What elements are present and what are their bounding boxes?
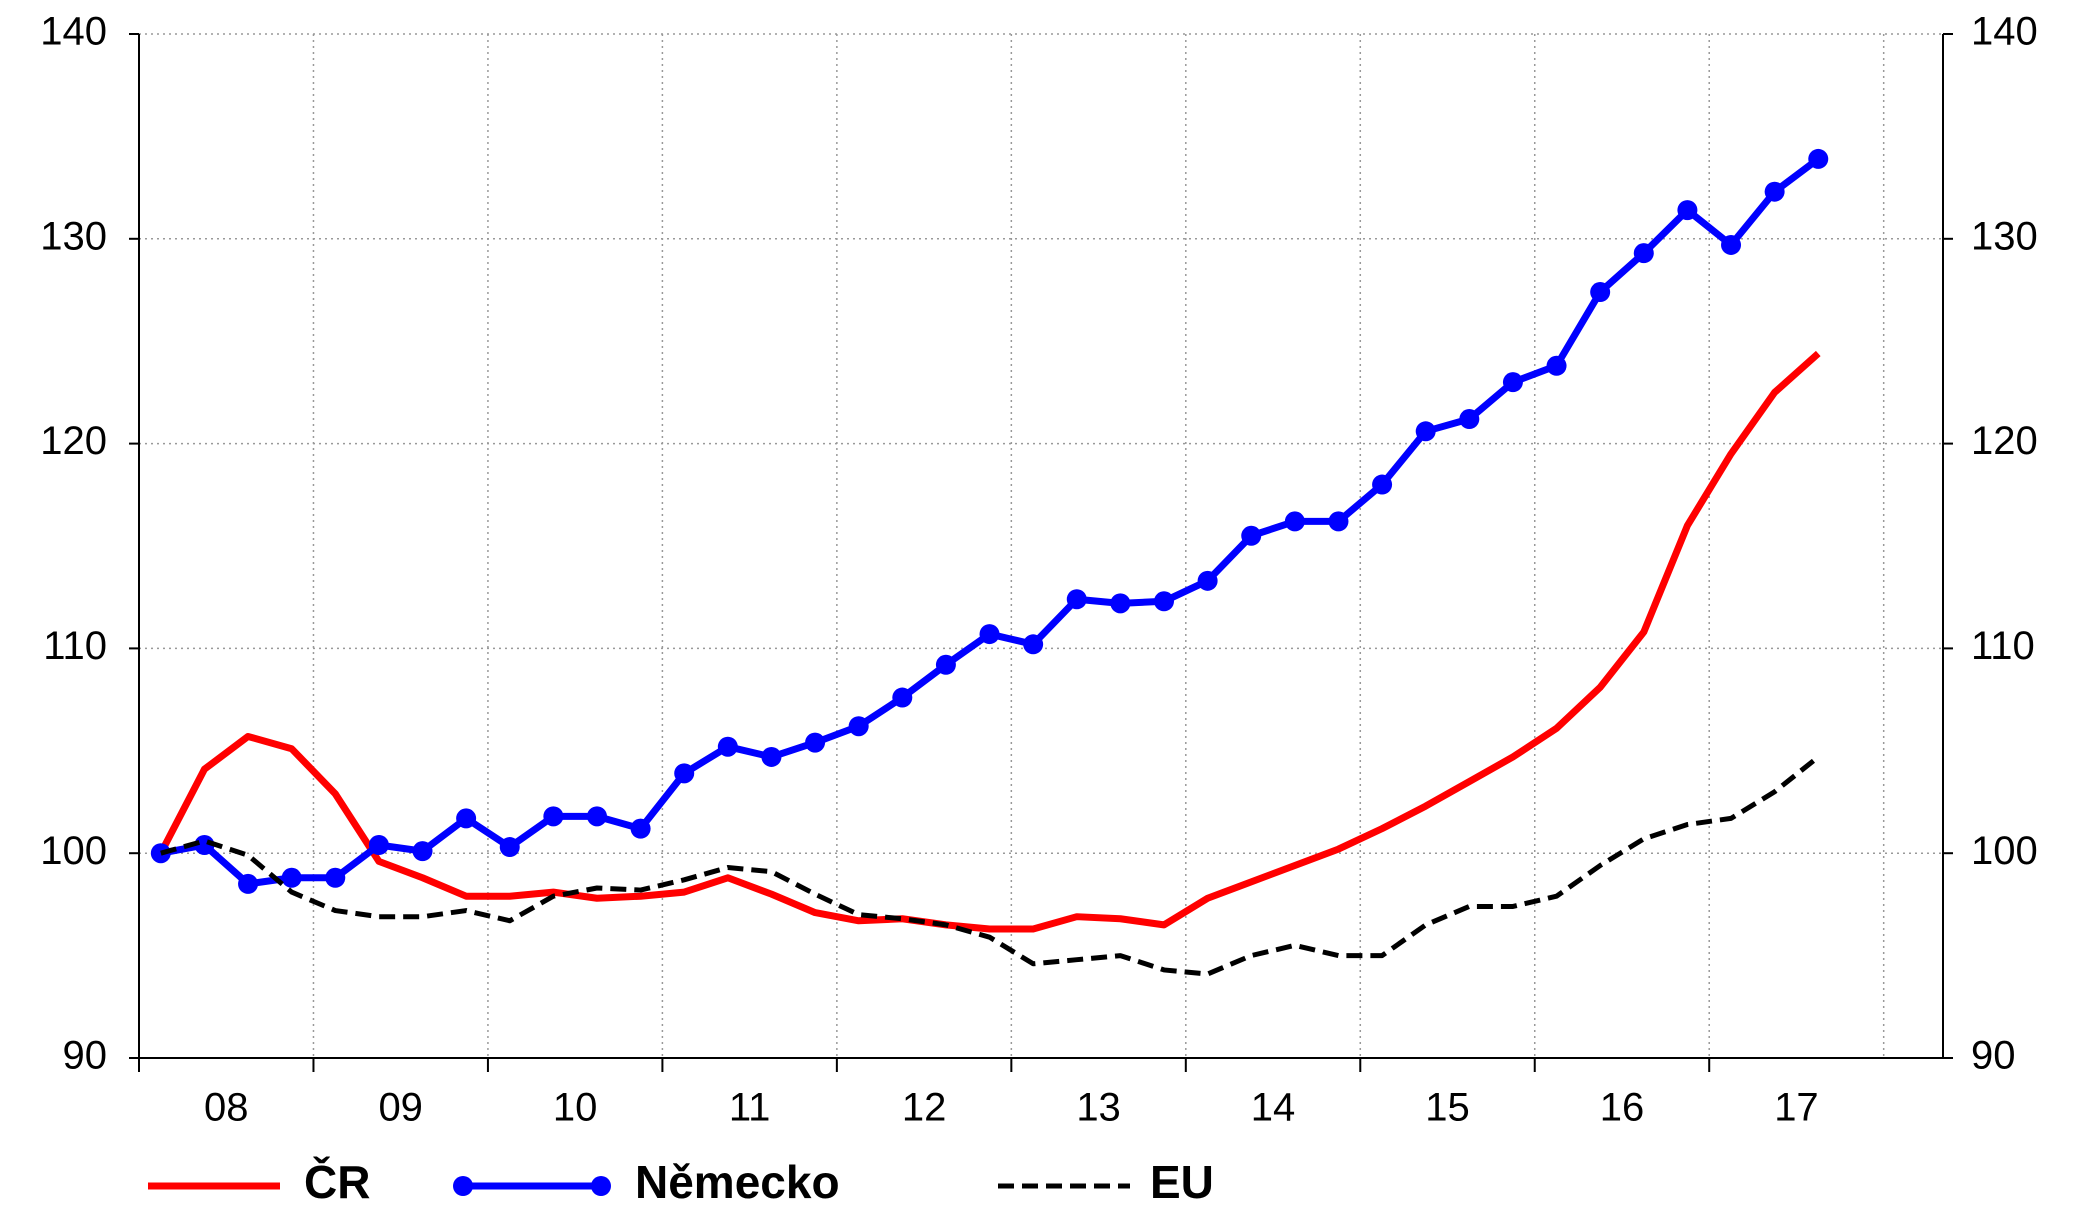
series-marker: [1415, 421, 1436, 442]
series-marker: [1328, 511, 1349, 532]
series-marker: [456, 808, 477, 829]
legend-label: EU: [1150, 1156, 1214, 1208]
series-marker: [630, 818, 651, 839]
x-tick-label: 10: [553, 1086, 598, 1130]
y-tick-label: 130: [40, 214, 107, 258]
series-marker: [761, 746, 782, 767]
series-marker: [238, 873, 259, 894]
series-line: [160, 754, 1820, 977]
series-marker: [1284, 511, 1305, 532]
series-marker: [1677, 200, 1698, 221]
series-marker: [805, 732, 826, 753]
series-marker: [892, 687, 913, 708]
series-marker: [1154, 591, 1174, 612]
y2-tick-label: 110: [1971, 624, 2035, 668]
y-tick-label: 120: [40, 419, 107, 463]
legend-marker: [453, 1176, 473, 1196]
series-marker: [1372, 474, 1393, 495]
series-marker: [1241, 525, 1262, 546]
series-marker: [543, 806, 564, 827]
series-marker: [979, 624, 1000, 645]
y-tick-label: 90: [63, 1034, 108, 1078]
series-marker: [717, 736, 738, 757]
series-line: [160, 156, 1821, 888]
y-tick-label: 110: [43, 624, 107, 668]
series-marker: [412, 841, 433, 862]
series-line: [157, 350, 1821, 933]
series-marker: [1110, 593, 1131, 614]
series-marker: [1546, 355, 1567, 376]
series-marker: [368, 835, 389, 856]
series-marker: [848, 716, 869, 737]
legend-label: Německo: [635, 1156, 840, 1208]
x-tick-label: 12: [902, 1086, 947, 1130]
y2-tick-label: 140: [1971, 10, 2038, 54]
series-marker: [1764, 181, 1785, 202]
y2-tick-label: 120: [1971, 419, 2038, 463]
series-marker: [1023, 634, 1044, 655]
y-tick-label: 140: [40, 10, 107, 54]
series-marker: [1066, 589, 1087, 610]
y-tick-label: 100: [40, 829, 107, 873]
x-tick-label: 15: [1425, 1086, 1470, 1130]
x-tick-label: 17: [1774, 1086, 1819, 1130]
y2-tick-label: 90: [1971, 1034, 2016, 1078]
series-marker: [1721, 234, 1742, 255]
series-marker: [325, 867, 346, 888]
series-marker: [1808, 148, 1829, 169]
y2-tick-label: 100: [1971, 829, 2038, 873]
series-marker: [674, 763, 695, 784]
series-marker: [1197, 570, 1218, 591]
series-marker: [1633, 243, 1654, 264]
legend-marker: [591, 1176, 611, 1196]
x-tick-label: 09: [378, 1086, 423, 1130]
x-tick-label: 08: [204, 1086, 249, 1130]
legend-label: ČR: [304, 1156, 370, 1208]
series-marker: [281, 867, 302, 888]
series-marker: [499, 837, 520, 858]
series-marker: [1459, 409, 1480, 430]
y2-tick-label: 130: [1971, 214, 2038, 258]
series-marker: [586, 806, 607, 827]
x-tick-label: 14: [1251, 1086, 1296, 1130]
x-tick-label: 11: [729, 1086, 771, 1130]
series-marker: [935, 654, 956, 675]
series-marker: [1502, 372, 1523, 393]
x-tick-label: 16: [1600, 1086, 1645, 1130]
x-tick-label: 13: [1076, 1086, 1121, 1130]
series-marker: [1590, 282, 1611, 303]
